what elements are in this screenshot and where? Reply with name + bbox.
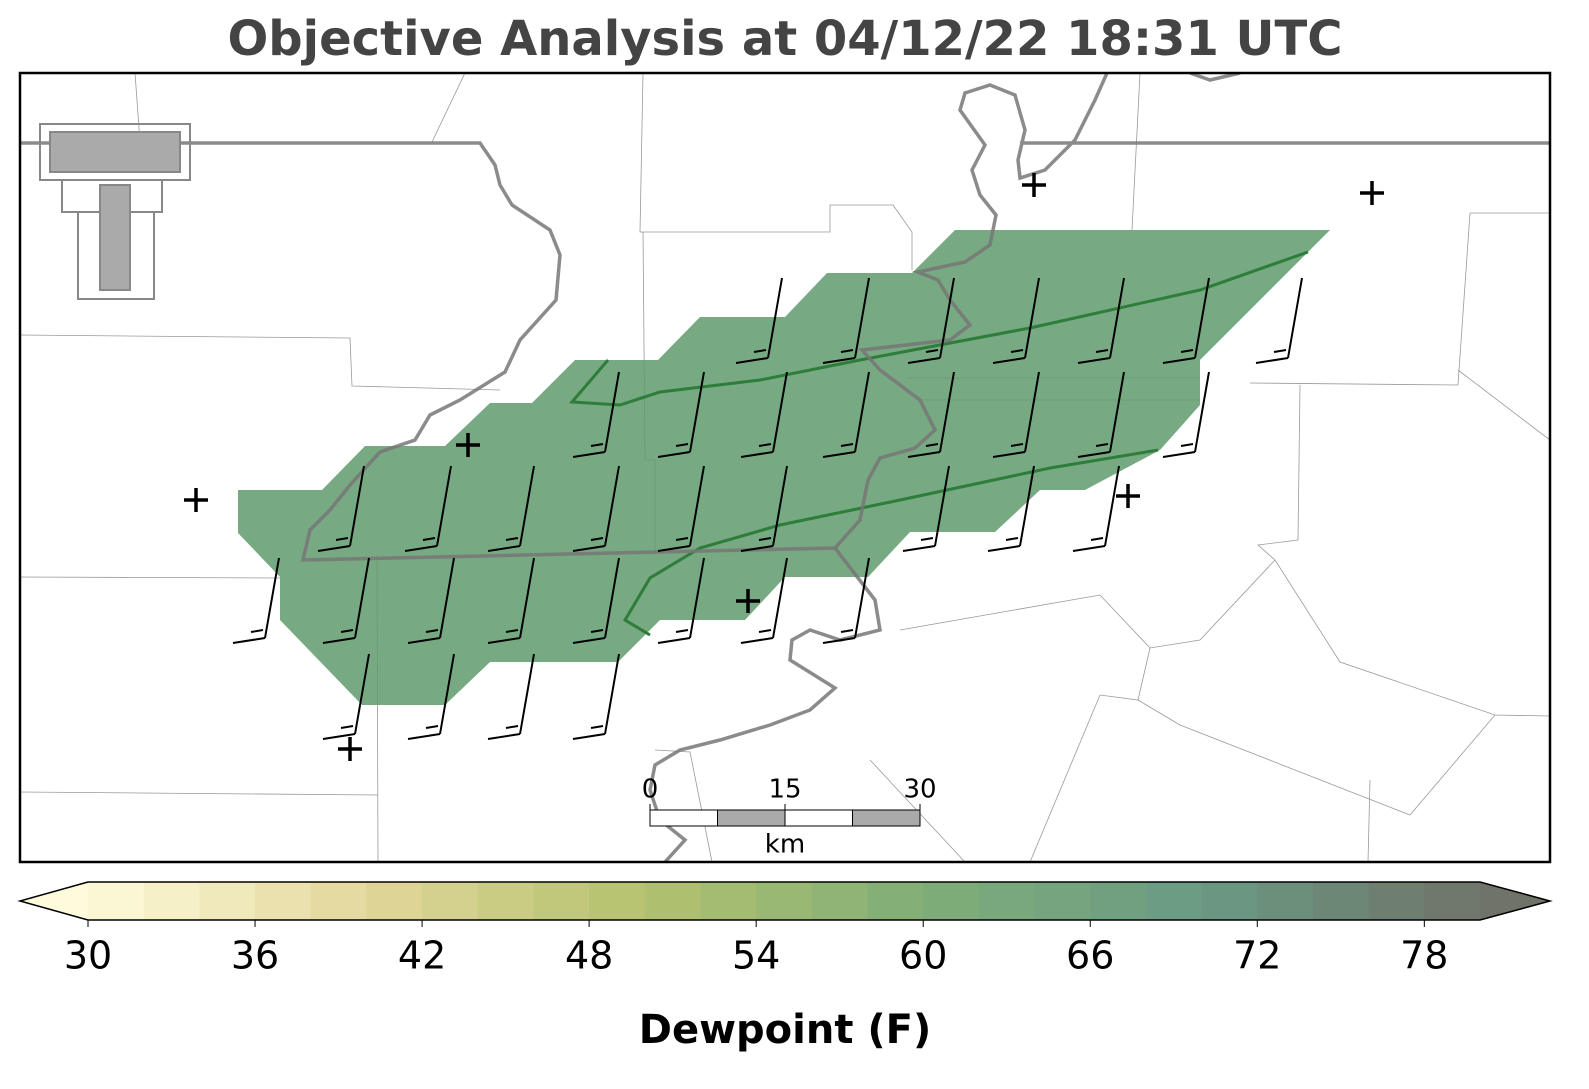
wind-barb — [907, 277, 955, 364]
colorbar-band — [1034, 882, 1091, 920]
colorbar-band — [1145, 882, 1203, 920]
colorbar-extend-high — [1480, 882, 1550, 920]
colorbar-band — [700, 882, 757, 920]
wind-barb — [572, 653, 620, 740]
station — [1022, 173, 1046, 197]
scale-tick-label: 30 — [903, 775, 936, 805]
wind-barb — [487, 653, 535, 740]
colorbar: 30 36 42 48 54 60 66 72 78 — [17, 881, 1553, 978]
station — [338, 737, 362, 761]
title: Objective Analysis at 04/12/22 18:31 UTC — [228, 11, 1343, 67]
colorbar-band — [1424, 882, 1481, 920]
station — [1360, 181, 1384, 205]
colorbar-label: Dewpoint (F) — [639, 1007, 932, 1053]
colorbar-band — [199, 882, 256, 920]
colorbar-extend-low — [20, 882, 88, 920]
station — [456, 433, 480, 457]
wind-barb — [1255, 277, 1303, 364]
map: 0 15 30 km — [18, 71, 1552, 864]
wind-barb — [740, 371, 788, 458]
wind-barb — [657, 465, 705, 552]
wind-barb — [992, 371, 1040, 458]
scale-tick-label: 0 — [642, 775, 659, 805]
colorbar-band — [1257, 882, 1314, 920]
colorbar-outline — [17, 881, 1553, 921]
colorbar-band — [867, 882, 924, 920]
wind-barb — [1072, 465, 1120, 552]
map-frame — [18, 71, 1552, 864]
wind-barb — [572, 557, 620, 644]
wind-barb — [407, 557, 455, 644]
colorbar-band — [1368, 882, 1425, 920]
wind-barbs — [232, 277, 1303, 740]
wind-barb — [572, 465, 620, 552]
colorbar-band — [1312, 882, 1370, 920]
state-line — [20, 73, 1550, 562]
wind-barb — [322, 653, 370, 740]
colorbar-band — [1201, 882, 1258, 920]
colorbar-band — [811, 882, 869, 920]
wind-barb — [657, 557, 705, 644]
station — [736, 589, 760, 613]
wind-barb — [322, 557, 370, 644]
colorbar-band — [978, 882, 1036, 920]
wind-barb — [1077, 371, 1125, 458]
stations — [184, 173, 1384, 761]
colorbar-band — [477, 882, 534, 920]
colorbar-band — [366, 882, 423, 920]
wind-barb — [407, 653, 455, 740]
wind-barb — [1162, 371, 1210, 458]
colorbar-band — [1090, 882, 1147, 920]
colorbar-band — [255, 882, 312, 920]
colorbar-band — [310, 882, 367, 920]
station — [1116, 484, 1140, 508]
wind-barb — [1077, 277, 1125, 364]
colorbar-band — [644, 882, 701, 920]
wind-barb — [822, 277, 870, 364]
wind-barb — [572, 371, 620, 458]
colorbar-band — [422, 882, 479, 920]
wind-barb — [232, 557, 280, 644]
scale-tick-label: 15 — [768, 775, 801, 805]
wind-barb — [1162, 277, 1210, 364]
wind-barb — [992, 277, 1040, 364]
wind-barb — [822, 557, 870, 644]
analysis-area — [238, 230, 1330, 705]
wind-barb — [317, 465, 365, 552]
colorbar-tick-label: 48 — [565, 934, 613, 978]
wind-barb — [657, 371, 705, 458]
wind-barb — [902, 465, 950, 552]
wind-barb — [404, 465, 452, 552]
wind-barb — [735, 277, 783, 364]
colorbar-band — [589, 882, 646, 920]
colorbar-tick-label: 36 — [231, 934, 279, 978]
wind-barb — [822, 371, 870, 458]
scale-unit: km — [765, 830, 805, 860]
front-line — [622, 448, 1159, 637]
colorbar-tick-label: 30 — [64, 934, 112, 978]
front-line — [568, 250, 1309, 407]
station — [184, 488, 208, 512]
wind-barb — [907, 371, 955, 458]
colorbar-tick-label: 66 — [1066, 934, 1114, 978]
colorbar-band — [143, 882, 200, 920]
colorbar-tick-label: 78 — [1400, 934, 1448, 978]
logo — [39, 123, 191, 300]
colorbar-tick-label: 54 — [732, 934, 780, 978]
colorbar-tick-label: 72 — [1233, 934, 1281, 978]
colorbar-tick-label: 60 — [899, 934, 947, 978]
colorbar-band — [923, 882, 980, 920]
wind-barb — [740, 557, 788, 644]
colorbar-band — [88, 882, 145, 920]
colorbar-band — [533, 882, 590, 920]
colorbar-tick-label: 42 — [398, 934, 446, 978]
wind-barb — [987, 465, 1035, 552]
wind-barb — [487, 557, 535, 644]
colorbar-band — [756, 882, 813, 920]
wind-barb — [487, 465, 535, 552]
scale-bar: 0 15 30 km — [642, 775, 937, 860]
river — [648, 546, 882, 862]
wind-barb — [740, 465, 788, 552]
